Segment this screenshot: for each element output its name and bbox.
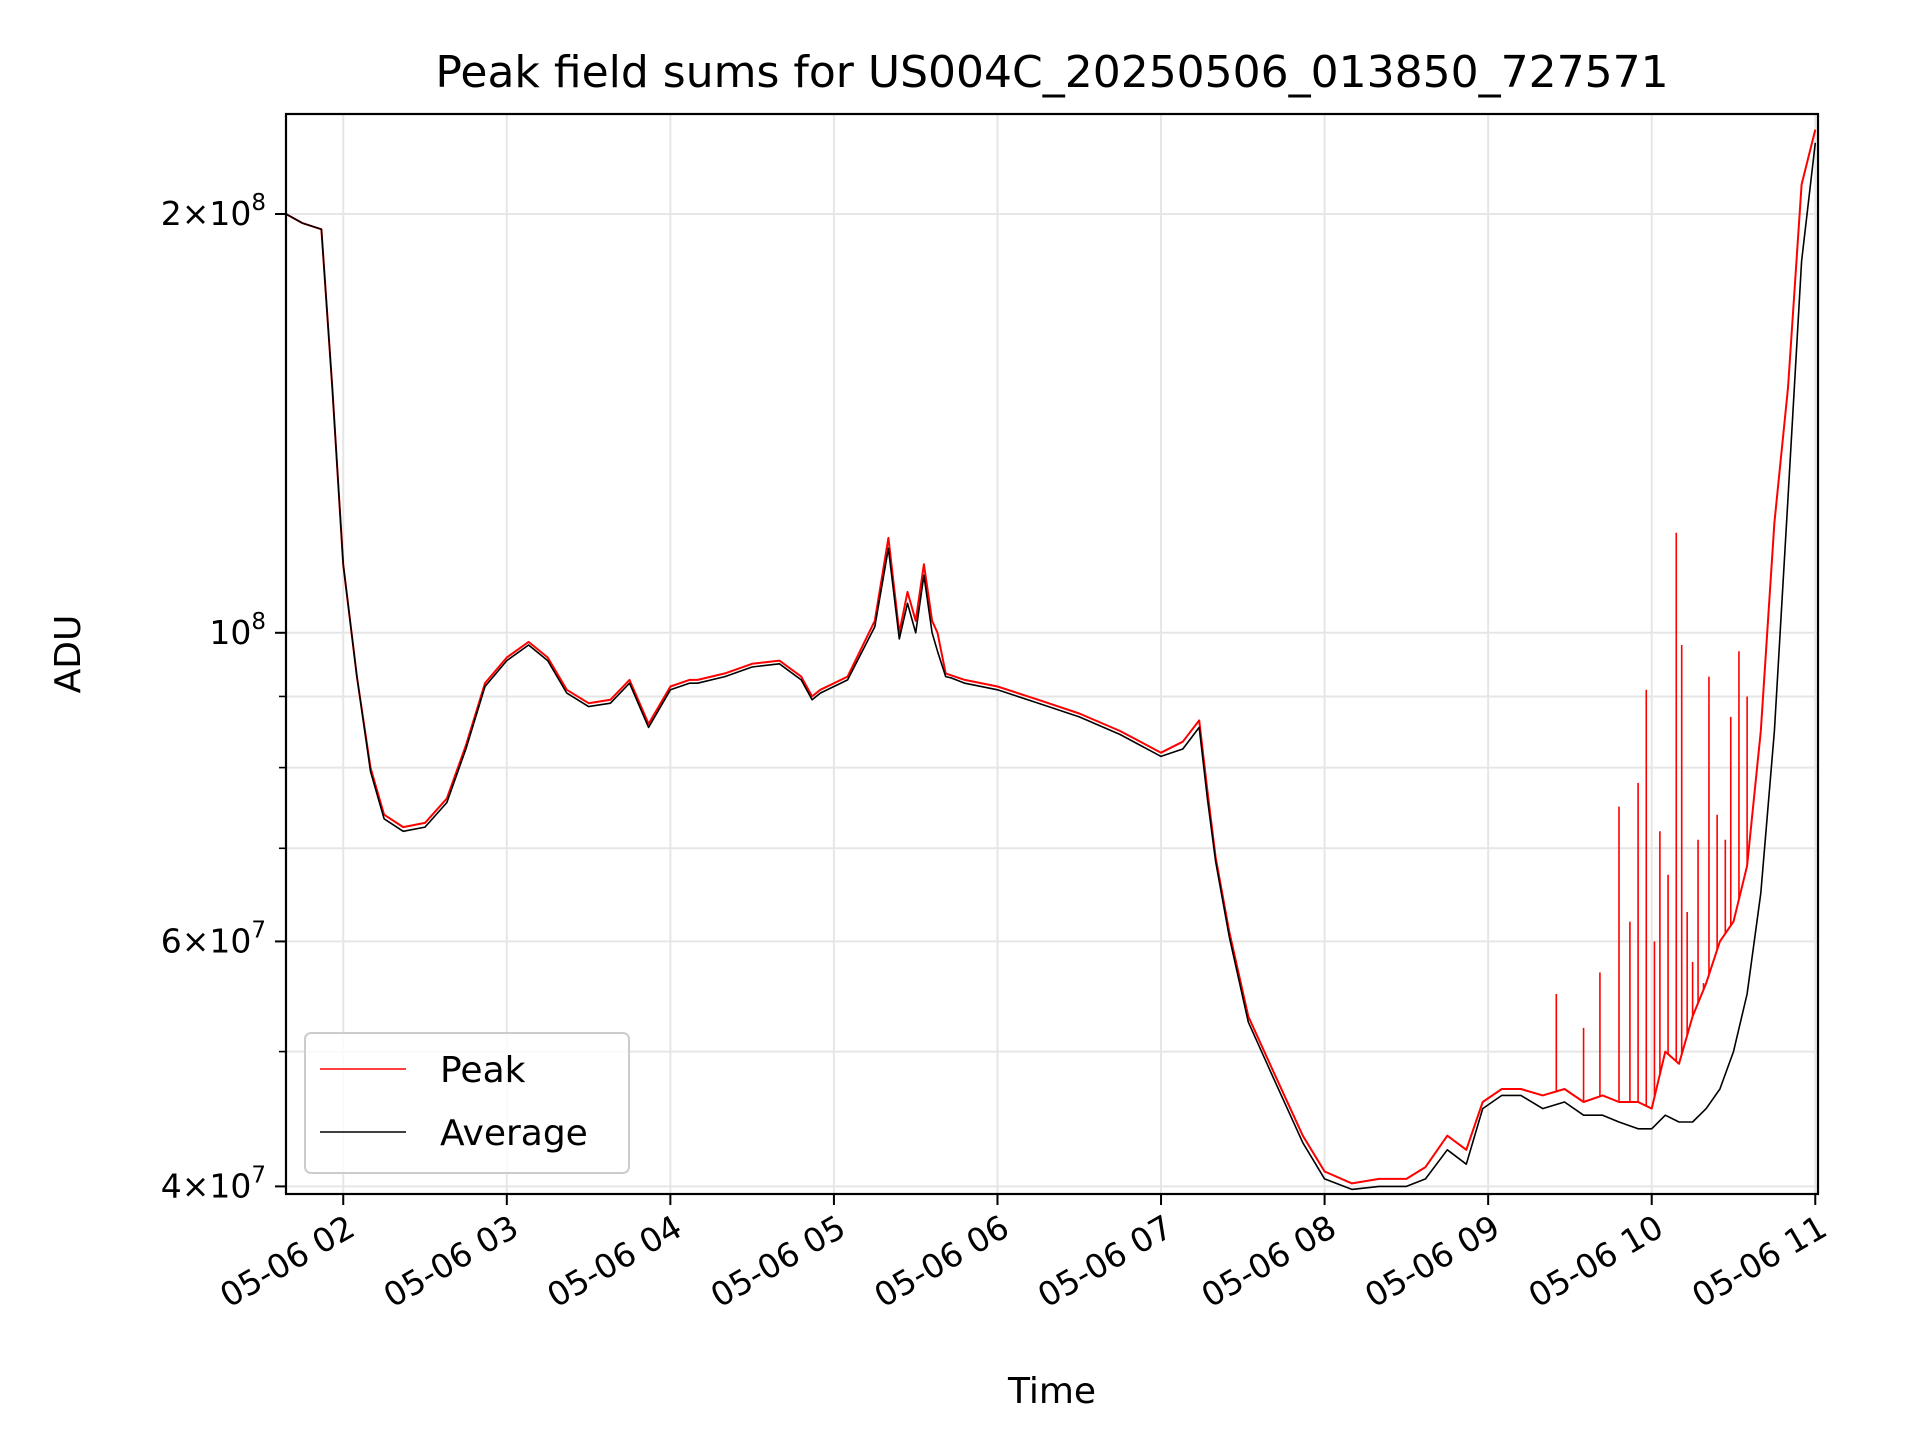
series-layer [285, 129, 1817, 1191]
series-line-peak [285, 129, 1817, 1185]
y-tick-label: 2×108 [161, 190, 266, 233]
legend-label-peak: Peak [440, 1050, 526, 1091]
grid [286, 114, 1818, 1194]
y-tick-label: 6×107 [161, 917, 266, 960]
legend-box [304, 1032, 630, 1174]
y-axis-label: ADU [48, 615, 89, 694]
plot-frame [284, 112, 1820, 1196]
y-tick-label: 4×107 [161, 1162, 266, 1205]
y-axis: 4×107 6×107 108 2×108 [161, 190, 286, 1205]
x-axis-label: Time [1007, 1371, 1096, 1412]
chart-title: Peak field sums for US004C_20250506_0138… [435, 47, 1668, 98]
series-line-average [285, 142, 1817, 1191]
legend-label-average: Average [440, 1113, 588, 1154]
y-tick-label: 108 [209, 609, 266, 652]
legend: Peak Average [304, 1032, 630, 1174]
